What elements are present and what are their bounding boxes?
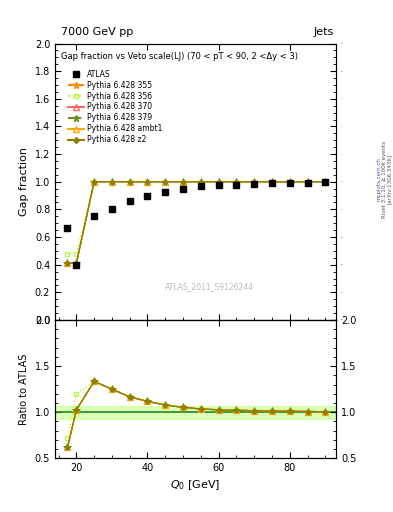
Y-axis label: Ratio to ATLAS: Ratio to ATLAS bbox=[19, 353, 29, 425]
Legend: ATLAS, Pythia 6.428 355, Pythia 6.428 356, Pythia 6.428 370, Pythia 6.428 379, P: ATLAS, Pythia 6.428 355, Pythia 6.428 35… bbox=[64, 67, 166, 147]
Text: Gap fraction vs Veto scale(LJ) (70 < pT < 90, 2 <Δy < 3): Gap fraction vs Veto scale(LJ) (70 < pT … bbox=[61, 52, 298, 61]
Text: ATLAS_2011_S9126244: ATLAS_2011_S9126244 bbox=[165, 282, 254, 291]
Y-axis label: Gap fraction: Gap fraction bbox=[19, 147, 29, 216]
Text: Rivet 3.1.10, ≥ 100k events: Rivet 3.1.10, ≥ 100k events bbox=[382, 141, 387, 218]
Text: 7000 GeV pp: 7000 GeV pp bbox=[61, 27, 133, 37]
X-axis label: $Q_0$ [GeV]: $Q_0$ [GeV] bbox=[170, 479, 221, 493]
Text: [arXiv:1306.3436]: [arXiv:1306.3436] bbox=[387, 154, 391, 204]
Text: mcplots.cern.ch: mcplots.cern.ch bbox=[377, 157, 382, 201]
Text: Jets: Jets bbox=[314, 27, 334, 37]
Bar bbox=[55, 406, 336, 419]
